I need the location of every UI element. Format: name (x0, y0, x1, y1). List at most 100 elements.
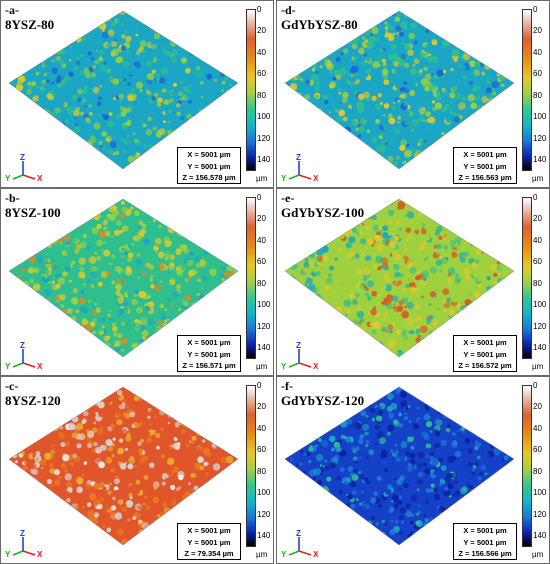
colorbar (246, 385, 256, 547)
panel-letter: -b- (5, 191, 20, 205)
colorbar-tick-label: 60 (533, 445, 542, 455)
y-readout: Y = 5001 µm (187, 349, 231, 359)
colorbar-tick-label: 120 (257, 133, 271, 143)
colorbar-tick-label: 140 (257, 155, 271, 164)
axis-label-x: X (313, 174, 319, 183)
colorbar-tick-label: 100 (257, 112, 271, 122)
colorbar-tick-label: 40 (533, 47, 542, 57)
colorbar-tick-label: 40 (533, 235, 542, 245)
panel-b: -b- 8YSZ-100 0 20 40 60 80 100 120 140 µm X = 5001 … (0, 188, 274, 376)
dimension-readout: X = 5001 µm Y = 5001 µm Z = 156.578 µm (177, 147, 241, 184)
axis-label-y: Y (5, 550, 11, 559)
colorbar-unit: µm (256, 362, 268, 371)
panel-letter: -a- (5, 3, 19, 17)
colorbar-tick-label: 140 (533, 155, 547, 164)
axis-label-z: Z (296, 529, 301, 538)
y-readout: Y = 5001 µm (463, 537, 507, 547)
z-readout: Z = 156.578 µm (182, 173, 236, 182)
colorbar-tick-label: 120 (533, 321, 547, 331)
axis-label-y: Y (5, 362, 11, 371)
colorbar-tick-label: 0 (257, 5, 262, 14)
colorbar-unit: µm (256, 174, 268, 183)
y-readout: Y = 5001 µm (463, 161, 507, 171)
colorbar-tick-label: 20 (257, 402, 266, 412)
colorbar-tick-label: 100 (257, 488, 271, 498)
colorbar-tick-label: 60 (257, 257, 266, 267)
surface-map (8, 10, 239, 170)
colorbar-unit: µm (256, 550, 268, 559)
y-readout: Y = 5001 µm (187, 537, 231, 547)
panel-letter: -e- (281, 191, 295, 205)
x-readout: X = 5001 µm (463, 526, 507, 535)
axis-label-z: Z (20, 153, 25, 162)
colorbar-tick-label: 140 (257, 531, 271, 540)
panel-e: -e- GdYbYSZ-100 0 20 40 60 80 100 120 140 µm X = 50… (276, 188, 550, 376)
colorbar-tick-label: 60 (257, 445, 266, 455)
colorbar-tick-label: 40 (533, 423, 542, 433)
colorbar-tick-label: 40 (257, 235, 266, 245)
axis-label-z: Z (296, 341, 301, 350)
colorbar-tick-label: 140 (257, 343, 271, 352)
dimension-readout: X = 5001 µm Y = 5001 µm Z = 79.354 µm (177, 523, 241, 560)
panel-letter: -f- (281, 379, 293, 393)
axis-label-y: Y (281, 362, 287, 371)
panel-a: -a- 8YSZ-80 0 20 40 60 80 100 120 140 µm X = 5001 µ… (0, 0, 274, 188)
colorbar-tick-label: 100 (533, 300, 547, 310)
colorbar-tick-label: 80 (257, 278, 266, 288)
dimension-readout: X = 5001 µm Y = 5001 µm Z = 156.563 µm (453, 147, 517, 184)
surface-map (8, 198, 239, 358)
colorbar-tick-label: 80 (533, 278, 542, 288)
colorbar-ticks: 0 20 40 60 80 100 120 140 (533, 381, 549, 547)
colorbar-ticks: 0 20 40 60 80 100 120 140 (533, 193, 549, 359)
colorbar-ticks: 0 20 40 60 80 100 120 140 (257, 382, 273, 547)
axis-label-z: Z (296, 153, 301, 162)
axis-label-x: X (313, 550, 319, 559)
colorbar-tick-label: 40 (257, 423, 266, 433)
panel-title: GdYbYSZ-120 (281, 393, 365, 408)
colorbar (522, 197, 532, 359)
axis-label-x: X (37, 550, 43, 559)
axis-triad-icon: Z X Y (5, 341, 45, 371)
axis-triad-icon: Z X Y (281, 529, 321, 559)
axis-label-x: X (37, 174, 43, 183)
panel-title: GdYbYSZ-80 (281, 17, 358, 32)
axis-triad-icon: Z X Y (281, 341, 321, 371)
panel-title: GdYbYSZ-100 (281, 205, 365, 220)
colorbar-tick-label: 20 (533, 26, 542, 36)
panel-title: 8YSZ-120 (5, 393, 61, 408)
colorbar-tick-label: 80 (257, 90, 266, 100)
colorbar-ticks: 0 20 40 60 80 100 120 140 (257, 5, 273, 171)
colorbar (522, 385, 532, 547)
z-readout: Z = 79.354 µm (184, 549, 234, 558)
colorbar-tick-label: 100 (533, 488, 547, 498)
axis-label-x: X (313, 362, 319, 371)
colorbar-tick-label: 120 (257, 321, 271, 331)
panel-c: -c- 8YSZ-120 0 20 40 60 80 100 120 140 µm X = 5001 … (0, 376, 274, 564)
colorbar-tick-label: 80 (533, 90, 542, 100)
colorbar-ticks: 0 20 40 60 80 100 120 140 (257, 194, 273, 359)
colorbar-tick-label: 20 (257, 214, 266, 224)
x-readout: X = 5001 µm (187, 338, 231, 347)
colorbar-ticks: 0 20 40 60 80 100 120 140 (533, 5, 549, 171)
x-readout: X = 5001 µm (463, 338, 507, 347)
axis-label-y: Y (281, 174, 287, 183)
colorbar-tick-label: 0 (533, 193, 538, 202)
colorbar-tick-label: 0 (533, 5, 538, 14)
axis-label-z: Z (20, 529, 25, 538)
panel-letter: -c- (5, 379, 19, 393)
axis-label-z: Z (20, 341, 25, 350)
colorbar-tick-label: 0 (533, 381, 538, 390)
surface-map (8, 386, 239, 546)
colorbar-tick-label: 20 (533, 214, 542, 224)
x-readout: X = 5001 µm (187, 526, 231, 535)
x-readout: X = 5001 µm (187, 150, 231, 159)
y-readout: Y = 5001 µm (463, 349, 507, 359)
z-readout: Z = 156.572 µm (458, 361, 512, 370)
panel-letter: -d- (281, 3, 296, 17)
colorbar-unit: µm (532, 174, 544, 183)
colorbar-tick-label: 60 (257, 69, 266, 79)
z-readout: Z = 156.563 µm (458, 173, 512, 182)
colorbar (246, 9, 256, 171)
colorbar-tick-label: 100 (257, 300, 271, 310)
